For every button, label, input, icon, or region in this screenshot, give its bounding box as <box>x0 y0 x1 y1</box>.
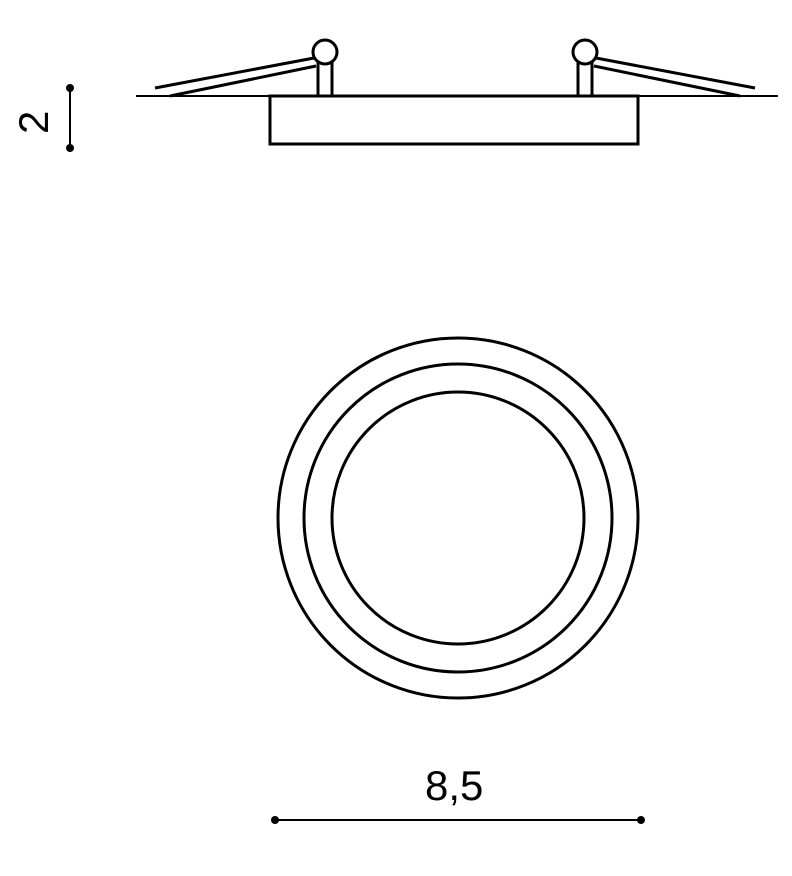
dimension-diameter-dot-right <box>637 816 645 824</box>
dimension-height-dot-bottom <box>66 144 74 152</box>
fixture-body <box>270 96 638 144</box>
dimension-height-dot-top <box>66 84 74 92</box>
clip-pivot-right <box>573 40 597 64</box>
dimension-diameter-label: 8,5 <box>425 762 483 809</box>
dimension-height-label: 2 <box>10 111 57 134</box>
technical-drawing: 2 8,5 <box>0 0 792 876</box>
side-view <box>136 40 778 144</box>
dimension-diameter-dot-left <box>271 816 279 824</box>
ring-inner <box>332 392 584 644</box>
spring-clip-right <box>573 40 755 96</box>
dimension-diameter: 8,5 <box>271 762 645 824</box>
dimension-height: 2 <box>10 84 74 152</box>
spring-clip-left <box>155 40 337 96</box>
plan-view <box>278 338 638 698</box>
clip-pivot-left <box>313 40 337 64</box>
